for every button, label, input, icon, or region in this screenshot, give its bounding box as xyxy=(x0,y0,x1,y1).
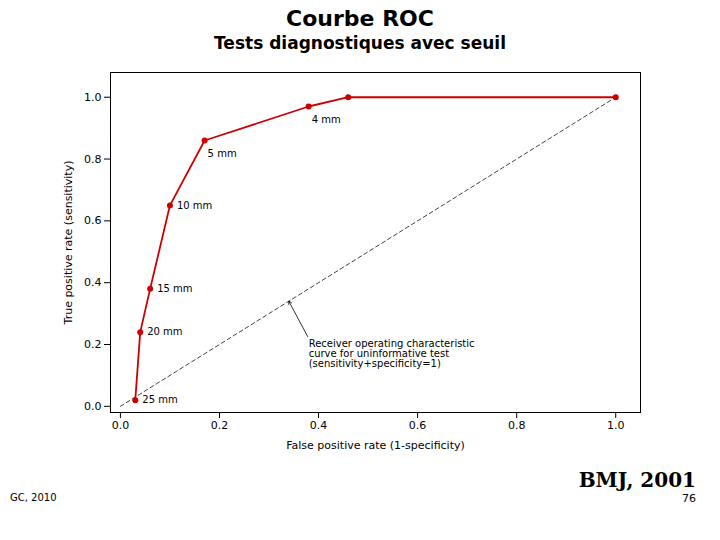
svg-text:0.4: 0.4 xyxy=(84,276,102,289)
html-text:BMJ, 2001: BMJ, 2001 xyxy=(578,468,696,492)
svg-text:1.0: 1.0 xyxy=(607,419,625,432)
svg-text:False positive rate (1-specifi: False positive rate (1-specificity) xyxy=(286,439,465,452)
svg-text:True positive rate (sensitivit: True positive rate (sensitivity) xyxy=(62,161,75,326)
svg-text:0.8: 0.8 xyxy=(84,153,102,166)
svg-text:10 mm: 10 mm xyxy=(177,200,212,211)
svg-text:25 mm: 25 mm xyxy=(142,394,177,405)
svg-text:1.0: 1.0 xyxy=(84,91,102,104)
svg-text:0.6: 0.6 xyxy=(84,214,102,227)
svg-text:0.8: 0.8 xyxy=(508,419,526,432)
svg-text:0.4: 0.4 xyxy=(310,419,328,432)
svg-text:0.2: 0.2 xyxy=(211,419,229,432)
html-text:76: 76 xyxy=(682,492,696,505)
svg-text:20 mm: 20 mm xyxy=(147,326,182,337)
html-text:Courbe ROC: Courbe ROC xyxy=(286,6,434,31)
svg-text:0.0: 0.0 xyxy=(112,419,130,432)
svg-text:15 mm: 15 mm xyxy=(157,283,192,294)
svg-text:0.2: 0.2 xyxy=(84,338,102,351)
html-text:GC, 2010: GC, 2010 xyxy=(10,492,57,503)
svg-text:4 mm: 4 mm xyxy=(312,114,341,125)
svg-text:0.0: 0.0 xyxy=(84,400,102,413)
svg-text:Receiver operating characteris: Receiver operating characteristiccurve f… xyxy=(309,338,475,369)
html-text:Tests diagnostiques avec seuil: Tests diagnostiques avec seuil xyxy=(214,33,506,53)
svg-text:0.6: 0.6 xyxy=(409,419,427,432)
svg-text:5 mm: 5 mm xyxy=(208,148,237,159)
